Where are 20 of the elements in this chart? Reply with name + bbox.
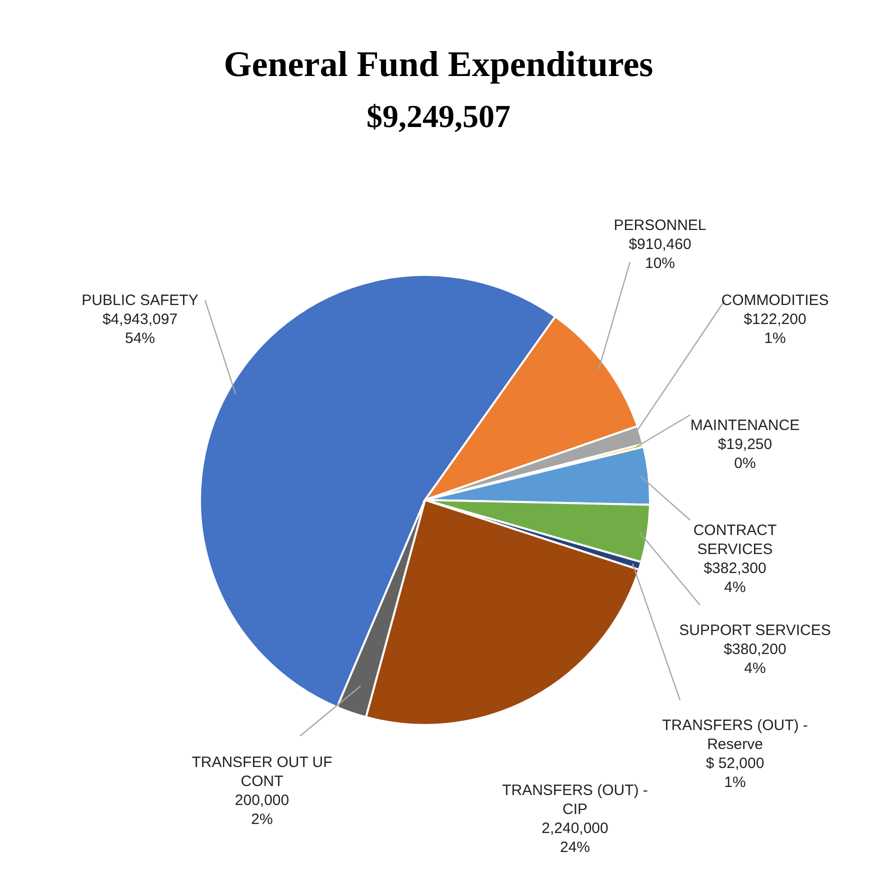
data-label: $19,250 0% bbox=[718, 436, 772, 472]
slice-label: SUPPORT SERVICES bbox=[679, 622, 831, 639]
data-label: $910,460 10% bbox=[628, 236, 692, 272]
chart-title: General Fund Expenditures bbox=[224, 44, 654, 84]
slice-label: TRANSFERS (OUT) - Reserve bbox=[662, 717, 808, 753]
data-label: $4,943,097 54% bbox=[102, 311, 178, 347]
data-label: $ 52,000 1% bbox=[706, 755, 764, 791]
slice-label: COMMODITIES bbox=[721, 292, 829, 309]
data-label: 2,240,000 24% bbox=[542, 820, 608, 856]
slice-label: CONTRACT SERVICES bbox=[693, 522, 777, 558]
slice-label: MAINTENANCE bbox=[690, 417, 800, 434]
data-label: $382,300 4% bbox=[704, 560, 766, 596]
slice-label: PERSONNEL bbox=[614, 217, 706, 234]
slice-label: TRANSFER OUT UF CONT bbox=[192, 754, 332, 790]
slice-label: PUBLIC SAFETY bbox=[82, 292, 198, 309]
data-label: $380,200 4% bbox=[724, 641, 786, 677]
slice-label: TRANSFERS (OUT) - CIP bbox=[502, 782, 648, 818]
data-label: $122,200 1% bbox=[744, 311, 806, 347]
chart-subtitle: $9,249,507 bbox=[366, 98, 510, 134]
data-label: 200,000 2% bbox=[234, 792, 290, 828]
